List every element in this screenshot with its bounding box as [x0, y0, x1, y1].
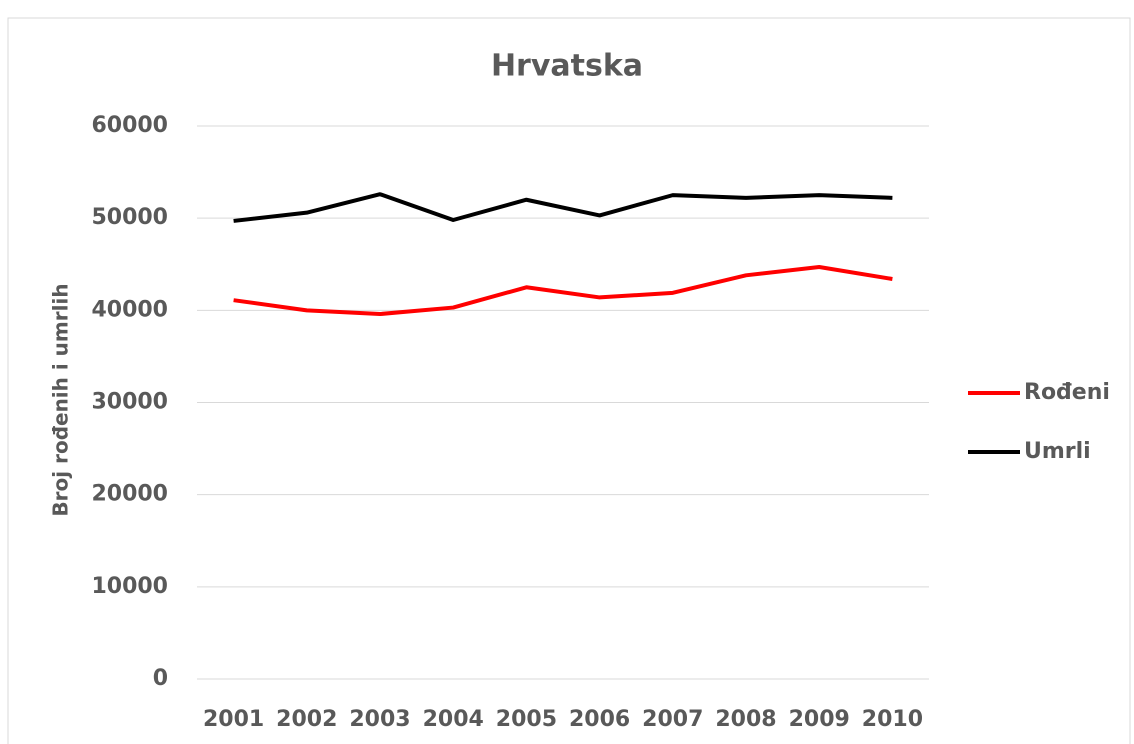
x-tick-label: 2009	[789, 707, 850, 732]
x-tick-label: 2003	[349, 707, 410, 732]
y-tick-label: 10000	[91, 574, 168, 599]
y-tick-label: 30000	[91, 390, 168, 415]
y-tick-label: 20000	[91, 482, 168, 507]
legend-label: Umrli	[1024, 439, 1091, 464]
series-line	[233, 265, 893, 317]
y-axis-title: Broj rođenih i umrlih	[49, 283, 73, 516]
y-tick-label: 40000	[91, 297, 168, 322]
chart-border	[7, 17, 1131, 744]
y-tick-label: 60000	[91, 113, 168, 138]
x-tick-label: 2005	[496, 707, 557, 732]
x-tick-label: 2008	[715, 707, 776, 732]
x-tick-label: 2002	[276, 707, 337, 732]
x-tick-label: 2001	[203, 707, 264, 732]
x-tick-label: 2010	[862, 707, 923, 732]
legend-label: Rođeni	[1024, 380, 1110, 405]
y-tick-label: 0	[153, 666, 168, 691]
x-tick-label: 2004	[423, 707, 484, 732]
x-tick-label: 2007	[642, 707, 703, 732]
series-line	[233, 192, 893, 223]
x-tick-label: 2006	[569, 707, 630, 732]
chart-title: Hrvatska	[491, 49, 643, 84]
y-tick-label: 50000	[91, 205, 168, 230]
